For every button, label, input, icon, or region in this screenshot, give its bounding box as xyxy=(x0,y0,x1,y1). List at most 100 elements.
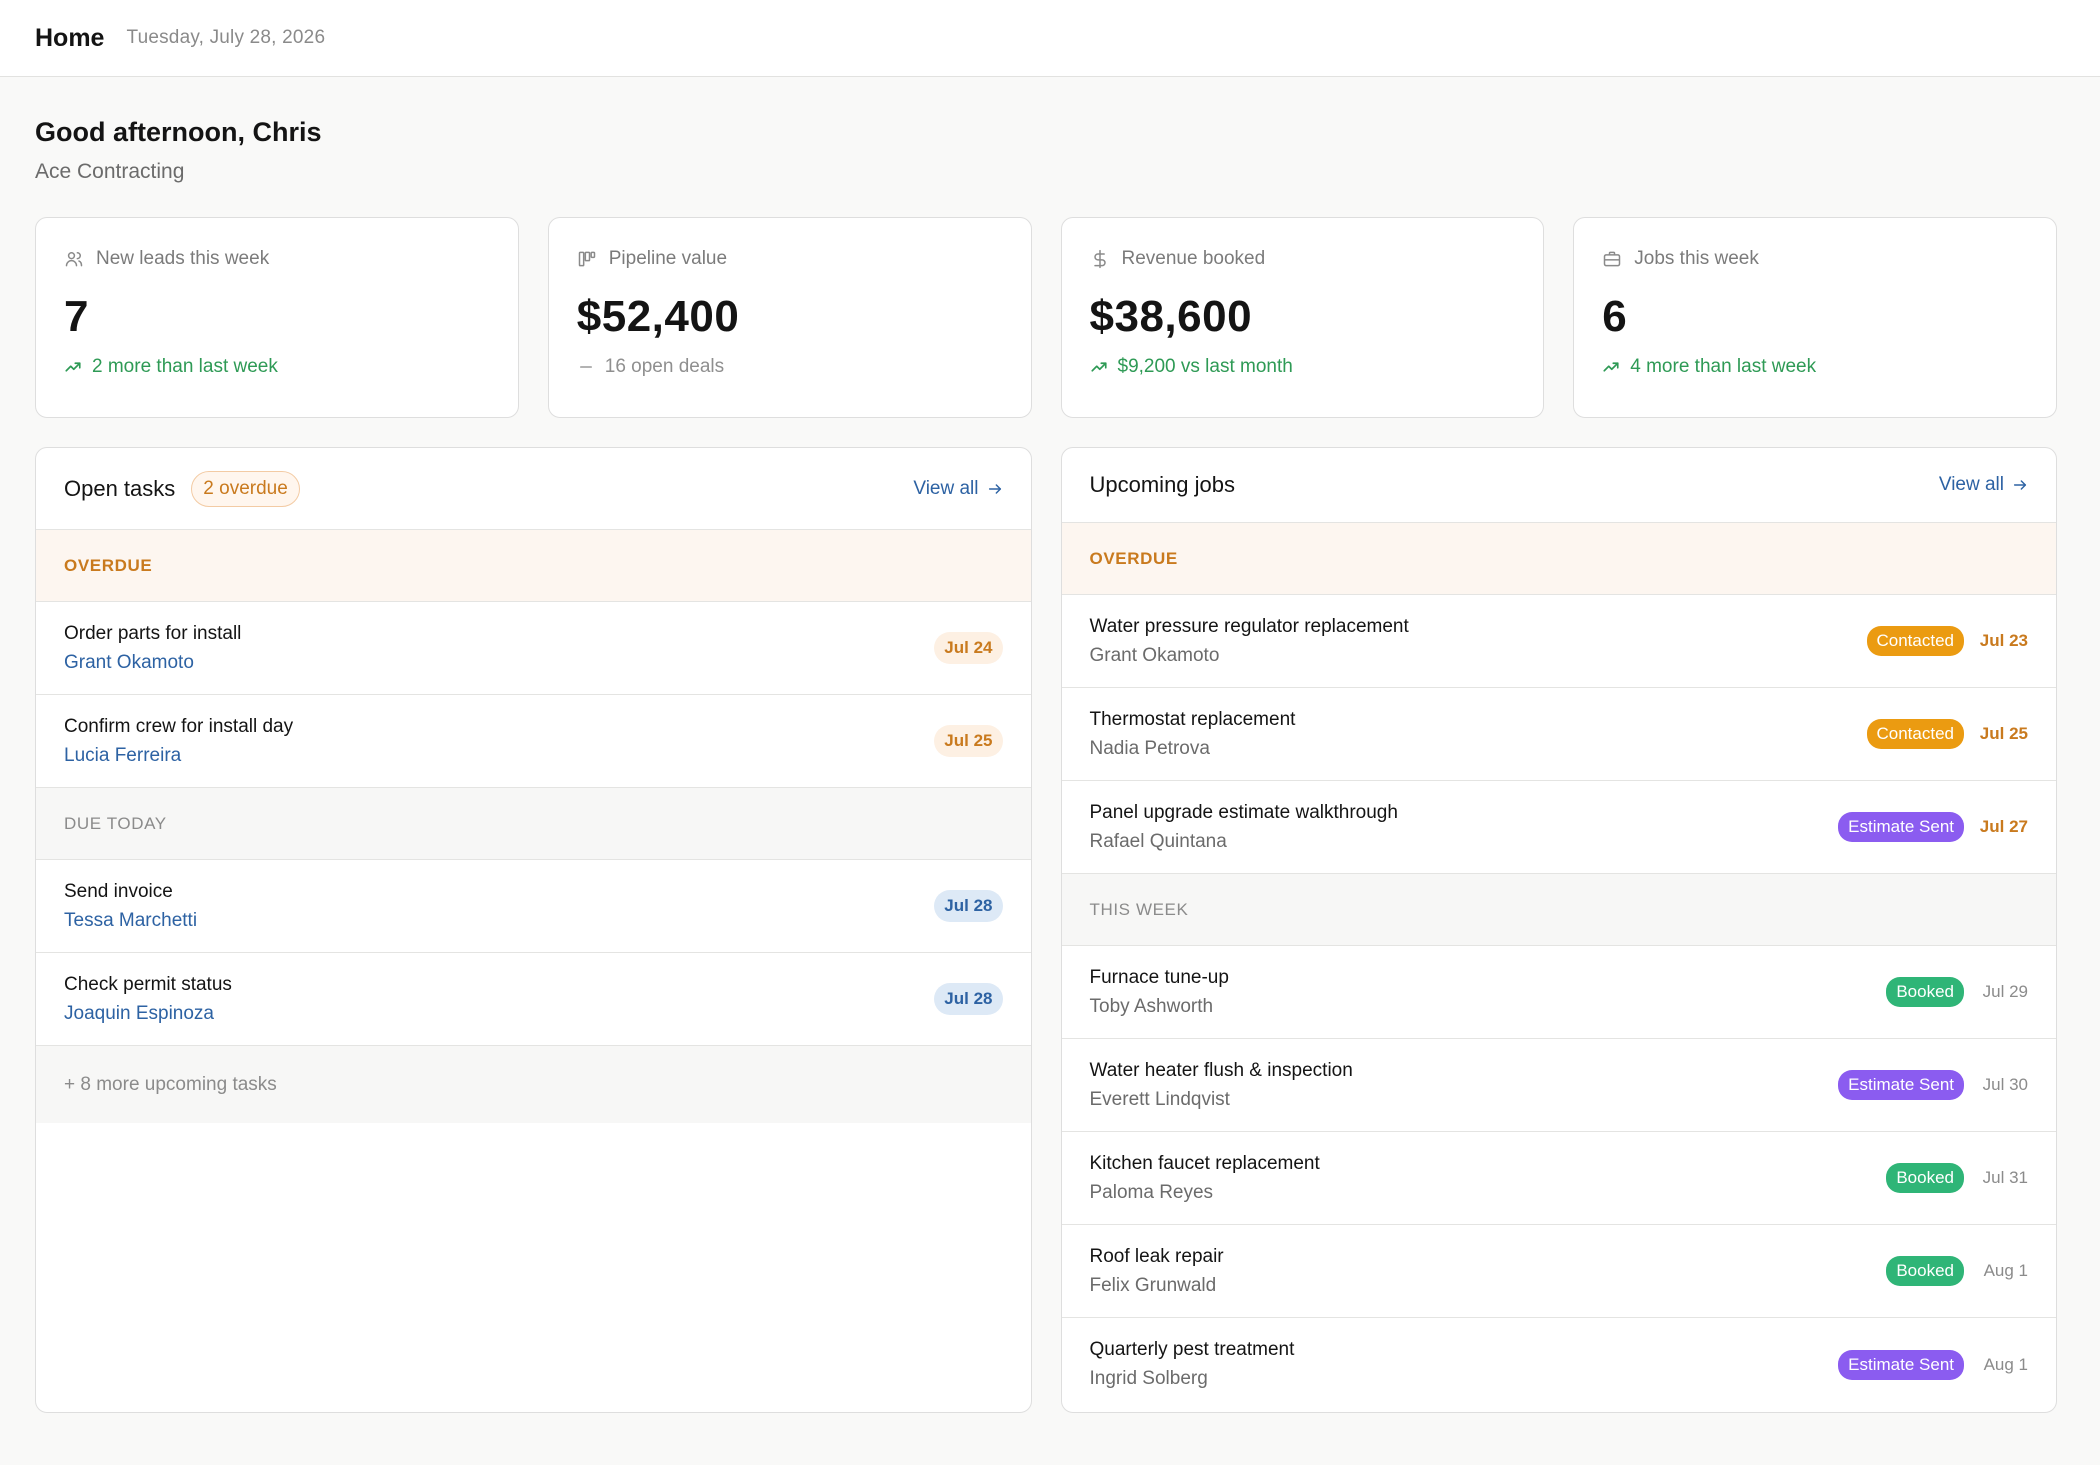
job-title: Quarterly pest treatment xyxy=(1089,1339,1295,1360)
job-customer: Ingrid Solberg xyxy=(1089,1368,1208,1389)
open-tasks-header: Open tasks 2 overdue View all xyxy=(36,448,1031,530)
stat-sub: 2 more than last week xyxy=(92,356,278,377)
company-name: Ace Contracting xyxy=(35,160,185,183)
job-status-badge: Booked xyxy=(1886,1163,1964,1193)
upcoming-jobs-title: Upcoming jobs xyxy=(1089,472,1236,497)
arrow-right-icon xyxy=(2013,480,2027,490)
job-status-badge: Contacted xyxy=(1866,626,1964,656)
job-customer: Rafael Quintana xyxy=(1089,830,1227,852)
task-due-date: Jul 28 xyxy=(934,983,1003,1015)
stat-label: Pipeline value xyxy=(608,248,728,269)
job-row[interactable]: Water pressure regulator replacement Gra… xyxy=(1061,595,2056,688)
stat-card-jobs[interactable]: Jobs this week 6 4 more than last week xyxy=(1573,217,2057,418)
task-contact-link[interactable]: Joaquin Espinoza xyxy=(64,1002,214,1024)
stat-label: Jobs this week xyxy=(1634,248,1759,269)
minus-icon xyxy=(579,366,592,368)
open-tasks-title: Open tasks xyxy=(64,475,176,501)
job-title: Roof leak repair xyxy=(1089,1245,1224,1267)
job-row[interactable]: Quarterly pest treatment Ingrid Solberg … xyxy=(1062,1318,2057,1411)
stat-label: Revenue booked xyxy=(1121,248,1266,269)
job-status-badge: Estimate Sent xyxy=(1838,1070,1964,1100)
task-due-date: Jul 24 xyxy=(934,632,1003,664)
stat-card-new-leads[interactable]: New leads this week 7 2 more than last w… xyxy=(35,217,519,418)
trend-up-icon xyxy=(1603,362,1619,372)
overdue-count-badge: 2 overdue xyxy=(191,470,300,507)
job-date: Aug 1 xyxy=(1983,1354,2028,1374)
job-status-badge: Booked xyxy=(1886,977,1964,1007)
greeting-text: Good afternoon, Chris xyxy=(35,117,322,147)
task-row[interactable]: Check permit status Joaquin Espinoza Jul… xyxy=(36,953,1031,1046)
job-title: Panel upgrade estimate walkthrough xyxy=(1089,801,1398,823)
job-title: Kitchen faucet replacement xyxy=(1089,1152,1320,1174)
upcoming-jobs-panel: Upcoming jobs View all OVERDUE Water pre… xyxy=(1060,447,2057,1413)
job-title: Furnace tune-up xyxy=(1089,966,1229,988)
upcoming-jobs-header: Upcoming jobs View all xyxy=(1061,448,2056,523)
more-tasks-link[interactable]: + 8 more upcoming tasks xyxy=(36,1046,1031,1123)
tasks-section-overdue: OVERDUE xyxy=(36,530,1031,602)
job-row[interactable]: Roof leak repair Felix Grunwald Booked A… xyxy=(1061,1225,2056,1318)
task-row[interactable]: Order parts for install Grant Okamoto Ju… xyxy=(36,602,1031,695)
tasks-section-due-today: DUE TODAY xyxy=(36,788,1031,860)
stat-card-revenue[interactable]: Revenue booked $38,600 $9,200 vs last mo… xyxy=(1060,217,1545,418)
stat-sub: $9,200 vs last month xyxy=(1117,356,1293,377)
job-row[interactable]: Furnace tune-up Toby Ashworth Booked Jul… xyxy=(1061,946,2056,1039)
stat-card-pipeline[interactable]: Pipeline value $52,400 16 open deals xyxy=(547,217,1032,418)
greeting-section: Good afternoon, Chris Ace Contracting xyxy=(0,77,2100,184)
job-customer: Paloma Reyes xyxy=(1089,1181,1214,1203)
stat-value: 7 xyxy=(64,292,89,341)
task-title: Send invoice xyxy=(64,880,173,902)
task-due-date: Jul 25 xyxy=(934,725,1003,757)
open-tasks-panel: Open tasks 2 overdue View all OVERDUE Or… xyxy=(35,447,1032,1413)
stat-sub: 16 open deals xyxy=(604,356,725,377)
job-date: Jul 23 xyxy=(1979,631,2028,650)
job-row[interactable]: Panel upgrade estimate walkthrough Rafae… xyxy=(1061,781,2056,874)
job-row[interactable]: Thermostat replacement Nadia Petrova Con… xyxy=(1061,688,2056,781)
job-title: Water heater flush & inspection xyxy=(1089,1059,1353,1081)
header-date: Tuesday, July 28, 2026 xyxy=(126,27,326,48)
job-row[interactable]: Kitchen faucet replacement Paloma Reyes … xyxy=(1061,1132,2056,1225)
stat-value: $38,600 xyxy=(1089,292,1253,341)
jobs-view-all-link[interactable]: View all xyxy=(1939,474,2028,496)
arrow-right-icon xyxy=(988,483,1001,494)
dollar-icon xyxy=(1093,249,1106,269)
job-row[interactable]: Water heater flush & inspection Everett … xyxy=(1061,1039,2056,1132)
job-customer: Toby Ashworth xyxy=(1089,995,1214,1017)
task-title: Check permit status xyxy=(64,973,232,995)
tasks-view-all-link[interactable]: View all xyxy=(913,478,1002,500)
stat-sub: 4 more than last week xyxy=(1630,356,1817,377)
top-bar: Home Tuesday, July 28, 2026 xyxy=(0,0,2100,77)
job-title: Thermostat replacement xyxy=(1089,708,1296,730)
task-row[interactable]: Send invoice Tessa Marchetti Jul 28 xyxy=(36,860,1031,953)
stat-value: 6 xyxy=(1602,292,1628,341)
jobs-section-overdue: OVERDUE xyxy=(1061,523,2056,595)
task-contact-link[interactable]: Tessa Marchetti xyxy=(64,909,198,931)
jobs-section-this-week: THIS WEEK xyxy=(1061,874,2056,946)
job-date: Jul 25 xyxy=(1979,724,2028,743)
job-date: Jul 30 xyxy=(1982,1075,2028,1094)
task-title: Confirm crew for install day xyxy=(64,715,294,737)
job-status-badge: Contacted xyxy=(1866,719,1964,749)
task-row[interactable]: Confirm crew for install day Lucia Ferre… xyxy=(36,695,1031,788)
users-icon xyxy=(65,252,83,267)
job-customer: Grant Okamoto xyxy=(1089,644,1220,666)
stat-label: New leads this week xyxy=(96,248,270,269)
job-date: Jul 29 xyxy=(1982,982,2028,1001)
stat-value: $52,400 xyxy=(576,292,740,341)
job-status-badge: Booked xyxy=(1886,1256,1964,1286)
briefcase-icon xyxy=(1604,251,1621,267)
task-contact-link[interactable]: Grant Okamoto xyxy=(64,651,194,673)
job-customer: Felix Grunwald xyxy=(1089,1274,1217,1296)
job-date: Jul 31 xyxy=(1982,1168,2028,1187)
job-date: Jul 27 xyxy=(1979,817,2028,836)
job-customer: Everett Lindqvist xyxy=(1089,1088,1230,1110)
task-title: Order parts for install xyxy=(64,622,242,644)
pipeline-icon xyxy=(578,251,595,267)
trend-up-icon xyxy=(65,362,81,372)
stats-row: New leads this week 7 2 more than last w… xyxy=(0,217,2092,418)
panels-row: Open tasks 2 overdue View all OVERDUE Or… xyxy=(0,447,2092,1413)
task-contact-link[interactable]: Lucia Ferreira xyxy=(64,744,182,766)
task-due-date: Jul 28 xyxy=(934,890,1003,922)
job-date: Aug 1 xyxy=(1983,1261,2028,1280)
trend-up-icon xyxy=(1090,362,1107,372)
job-title: Water pressure regulator replacement xyxy=(1089,615,1409,637)
